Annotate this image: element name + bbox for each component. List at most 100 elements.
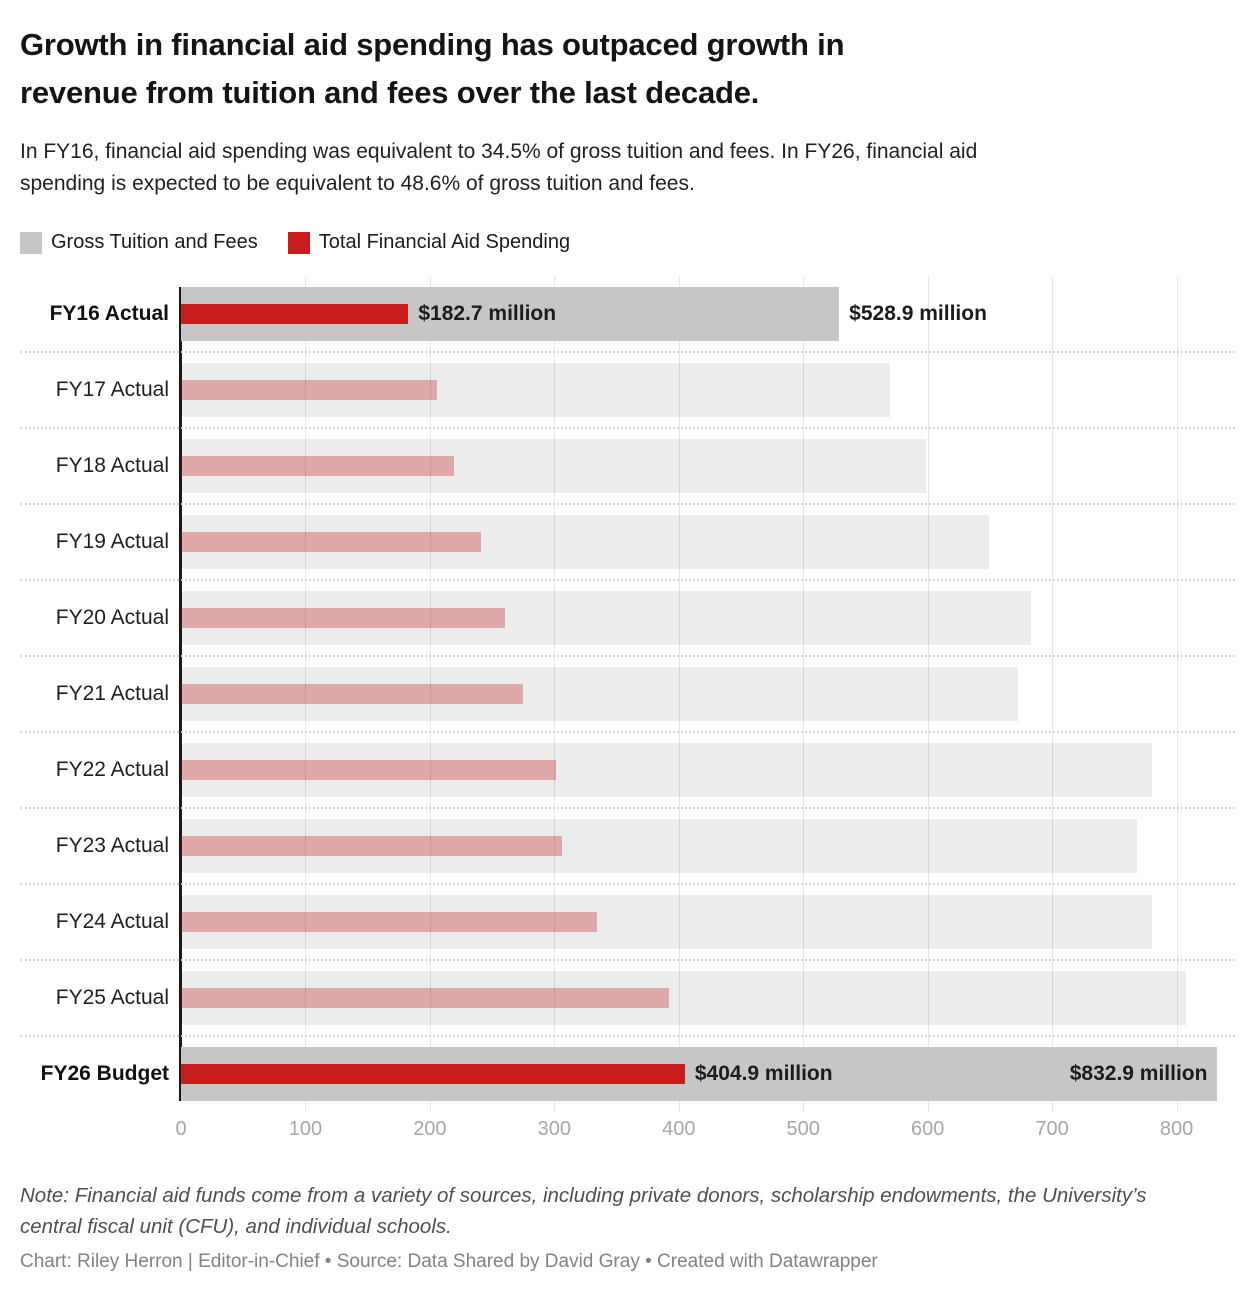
legend-swatch xyxy=(287,231,310,254)
aid-bar[interactable] xyxy=(181,760,556,780)
gridline xyxy=(803,276,805,1112)
chart-note: Note: Financial aid funds come from a va… xyxy=(20,1184,1147,1238)
legend-label: Gross Tuition and Fees xyxy=(51,231,258,253)
row-plot xyxy=(181,504,1240,580)
chart-row: FY18 Actual xyxy=(0,428,1240,504)
value-label: $832.9 million xyxy=(1069,1062,1208,1085)
aid-bar[interactable] xyxy=(181,380,438,400)
row-separator xyxy=(20,351,1235,353)
value-label: $182.7 million xyxy=(418,302,557,325)
aid-bar[interactable] xyxy=(181,836,562,856)
row-plot xyxy=(181,580,1240,656)
aid-bar[interactable] xyxy=(181,608,505,628)
gridline xyxy=(927,276,929,1112)
x-tick-label: 600 xyxy=(910,1118,945,1140)
gridline xyxy=(1176,276,1178,1112)
gridline xyxy=(429,276,431,1112)
tuition-bar[interactable] xyxy=(181,743,1152,797)
bar-chart: FY16 Actual $182.7 million $528.9 million F… xyxy=(0,276,1240,1146)
chart-rows: FY16 Actual $182.7 million $528.9 million F… xyxy=(0,276,1240,1112)
row-label: FY26 Budget xyxy=(40,1062,169,1085)
legend-swatch xyxy=(20,231,42,254)
row-plot: $182.7 million $528.9 million xyxy=(181,276,1240,352)
chart-row: FY20 Actual xyxy=(0,580,1240,656)
row-separator xyxy=(20,731,1235,733)
gridline xyxy=(305,276,307,1112)
row-plot xyxy=(181,884,1240,960)
row-label: FY18 Actual xyxy=(55,454,169,477)
row-label: FY16 Actual xyxy=(49,302,169,325)
legend: Gross Tuition and Fees Total Financial Ai… xyxy=(20,231,1240,254)
x-axis: 0 100 200 300 400 500 600 700 800 xyxy=(175,1112,1240,1146)
x-tick-label: 100 xyxy=(288,1118,323,1140)
tuition-bar[interactable] xyxy=(181,591,1031,645)
x-tick-label: 300 xyxy=(537,1118,571,1140)
gridline xyxy=(678,276,680,1112)
row-label: FY24 Actual xyxy=(55,910,169,933)
gridline-layer xyxy=(179,276,1240,1112)
row-plot xyxy=(181,808,1240,884)
tuition-bar[interactable] xyxy=(181,515,989,569)
tuition-bar[interactable] xyxy=(181,971,1187,1025)
tuition-bar[interactable] xyxy=(181,819,1137,873)
row-label: FY22 Actual xyxy=(55,758,169,781)
header: Growth in financial aid spending has out… xyxy=(0,0,1240,200)
row-label: FY23 Actual xyxy=(55,834,169,857)
row-plot xyxy=(181,656,1240,732)
chart-row: FY17 Actual xyxy=(0,352,1240,428)
tuition-bar[interactable] xyxy=(181,667,1019,721)
row-plot: $404.9 million $832.9 million xyxy=(181,1036,1240,1112)
chart-title: Growth in financial aid spending has out… xyxy=(20,27,845,110)
row-separator xyxy=(20,883,1235,885)
value-label: $404.9 million xyxy=(694,1062,833,1085)
chart-row: FY26 Budget $404.9 million $832.9 million xyxy=(0,1036,1240,1112)
row-separator xyxy=(20,655,1235,657)
row-plot xyxy=(181,732,1240,808)
row-separator xyxy=(20,579,1235,581)
tuition-bar[interactable] xyxy=(181,363,891,417)
footer: Note: Financial aid funds come from a va… xyxy=(0,1146,1240,1273)
axis-baseline xyxy=(179,287,182,1101)
tuition-bar[interactable] xyxy=(181,895,1152,949)
value-label: $528.9 million xyxy=(849,302,987,325)
legend-label: Total Financial Aid Spending xyxy=(318,231,571,253)
row-label: FY21 Actual xyxy=(55,682,169,705)
gridline xyxy=(1052,276,1054,1112)
chart-row: FY24 Actual xyxy=(0,884,1240,960)
x-tick-label: 0 xyxy=(175,1118,187,1140)
chart-subtitle: In FY16, financial aid spending was equi… xyxy=(20,140,978,195)
row-separator xyxy=(20,427,1235,429)
row-separator xyxy=(20,503,1235,505)
x-tick-label: 500 xyxy=(786,1118,820,1140)
row-plot xyxy=(181,960,1240,1036)
chart-row: FY25 Actual xyxy=(0,960,1240,1036)
row-separator xyxy=(20,1035,1235,1037)
aid-bar[interactable] xyxy=(181,1064,685,1084)
chart-row: FY16 Actual $182.7 million $528.9 million xyxy=(0,276,1240,352)
row-plot xyxy=(181,428,1240,504)
aid-bar[interactable] xyxy=(181,988,669,1008)
row-separator xyxy=(20,959,1235,961)
aid-bar[interactable] xyxy=(181,532,481,552)
chart-row: FY22 Actual xyxy=(0,732,1240,808)
row-label: FY19 Actual xyxy=(55,530,169,553)
x-tick-label: 800 xyxy=(1159,1118,1194,1140)
chart-row: FY21 Actual xyxy=(0,656,1240,732)
x-tick-label: 200 xyxy=(413,1118,447,1140)
chart-row: FY19 Actual xyxy=(0,504,1240,580)
tuition-bar[interactable] xyxy=(181,439,927,493)
row-label: FY25 Actual xyxy=(55,986,169,1009)
x-tick-label: 700 xyxy=(1035,1118,1069,1140)
row-plot xyxy=(181,352,1240,428)
aid-bar[interactable] xyxy=(181,684,524,704)
legend-item: Total Financial Aid Spending xyxy=(287,231,571,254)
aid-bar[interactable] xyxy=(181,912,597,932)
row-separator xyxy=(20,807,1235,809)
chart-row: FY23 Actual xyxy=(0,808,1240,884)
legend-item: Gross Tuition and Fees xyxy=(20,231,258,254)
aid-bar[interactable] xyxy=(181,304,409,324)
chart-credit: Chart: Riley Herron | Editor-in-Chief • … xyxy=(20,1251,878,1272)
gridline xyxy=(554,276,556,1112)
aid-bar[interactable] xyxy=(181,456,454,476)
